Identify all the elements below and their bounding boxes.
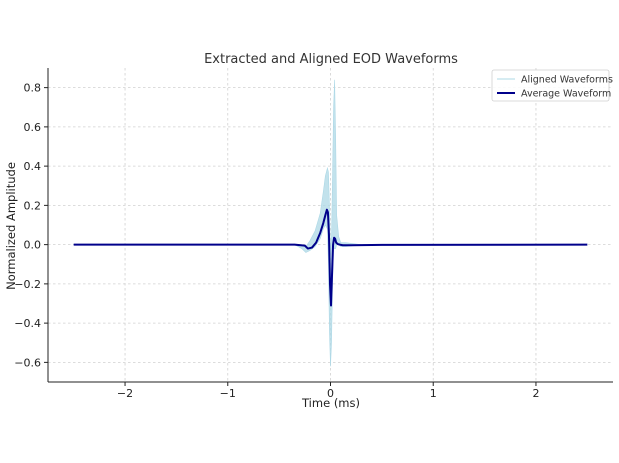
x-tick-label: 2	[532, 387, 539, 400]
plot-area	[73, 79, 588, 367]
y-tick-label: 0.8	[24, 82, 42, 95]
y-axis-label: Normalized Amplitude	[4, 162, 18, 290]
y-tick-label: −0.6	[14, 356, 41, 369]
y-axis-ticks: −0.6 −0.4 −0.2 0.0 0.2 0.4 0.6 0.8	[14, 82, 48, 369]
y-tick-label: 0.4	[24, 160, 42, 173]
series-average-waveform	[73, 208, 588, 307]
x-axis-label: Time (ms)	[301, 396, 360, 410]
y-tick-label: 0.0	[24, 239, 42, 252]
legend-label-aligned-waveforms: Aligned Waveforms	[521, 75, 613, 86]
x-axis-ticks: −2 −1 0 1 2	[117, 382, 539, 400]
y-tick-label: −0.4	[14, 317, 41, 330]
x-tick-label: 1	[430, 387, 437, 400]
y-tick-label: 0.2	[24, 199, 42, 212]
y-tick-label: −0.2	[14, 278, 41, 291]
legend: Aligned Waveforms Average Waveform	[491, 69, 613, 102]
chart-title: Extracted and Aligned EOD Waveforms	[204, 52, 458, 67]
y-tick-label: 0.6	[24, 121, 42, 134]
legend-box	[491, 69, 610, 102]
x-tick-label: −2	[117, 387, 133, 400]
series-aligned-waveforms	[73, 79, 588, 367]
legend-label-average-waveform: Average Waveform	[521, 89, 611, 100]
x-tick-label: 0	[327, 387, 334, 400]
x-tick-label: −1	[220, 387, 236, 400]
